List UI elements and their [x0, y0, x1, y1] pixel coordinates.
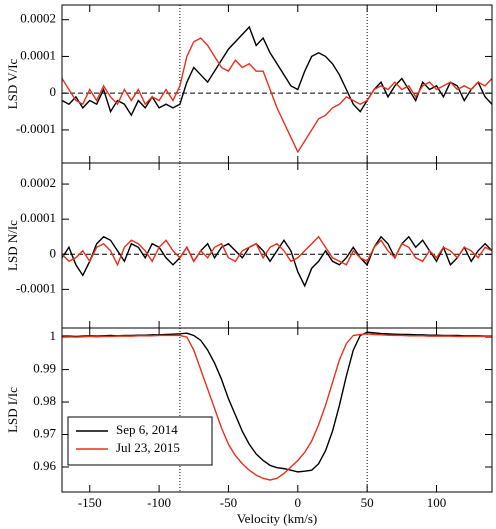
- series-line: [61, 235, 493, 288]
- y-tick-label: 0.0002: [20, 11, 56, 26]
- legend-label: Jul 23, 2015: [116, 440, 180, 455]
- legend-box: [67, 416, 213, 466]
- series-line: [61, 333, 492, 481]
- x-tick-label: 100: [427, 495, 447, 510]
- plot-frame: [61, 327, 493, 493]
- y-tick-label: 0.0002: [20, 175, 56, 190]
- x-axis-label: Velocity (km/s): [237, 511, 318, 526]
- series-line: [61, 37, 493, 154]
- x-tick-label: 50: [361, 495, 374, 510]
- y-tick-label: 0.0001: [20, 210, 56, 225]
- y-tick-label: 0.98: [33, 393, 56, 408]
- y-tick-label: 0.97: [33, 426, 56, 441]
- y-tick-label: 0: [50, 245, 57, 260]
- legend-label: Sep 6, 2014: [116, 422, 178, 437]
- y-tick-label: -0.0001: [16, 280, 56, 295]
- y-tick-label: 1: [50, 328, 57, 343]
- legend: Sep 6, 2014 Jul 23, 2015: [67, 416, 213, 466]
- x-tick-label: 0: [295, 495, 302, 510]
- x-tick-label: -50: [220, 495, 237, 510]
- y-axis-label: LSD N/Ic: [5, 220, 20, 271]
- y-axis-label: LSD V/Ic: [5, 58, 20, 109]
- x-tick-label: -150: [78, 495, 102, 510]
- y-axis-label: LSD I/Ic: [5, 387, 20, 433]
- y-tick-label: -0.0001: [16, 121, 56, 136]
- series-line: [61, 235, 493, 267]
- y-tick-label: 0: [50, 84, 57, 99]
- y-tick-label: 0.99: [33, 361, 56, 376]
- y-tick-label: 0.0001: [20, 47, 56, 62]
- series-line: [61, 25, 493, 117]
- y-tick-label: 0.96: [33, 458, 56, 473]
- x-tick-label: -100: [147, 495, 171, 510]
